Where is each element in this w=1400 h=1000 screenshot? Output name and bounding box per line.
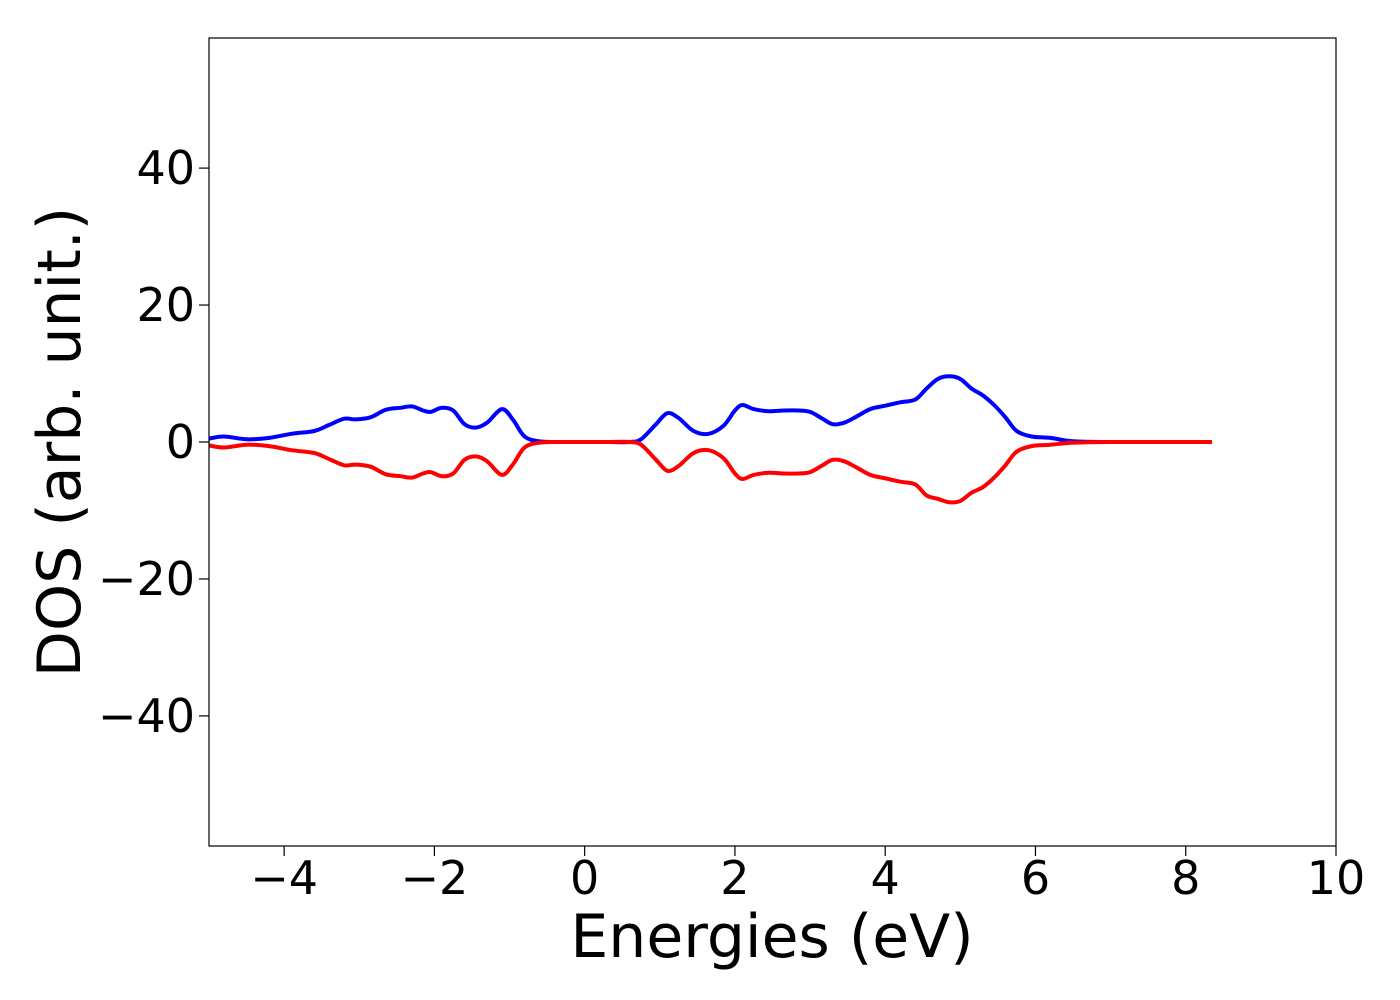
series-line-0 <box>208 374 1212 445</box>
x-axis-title: Energies (eV) <box>570 902 973 972</box>
x-tick-label: −4 <box>250 851 318 905</box>
x-tick-label: 8 <box>1171 851 1200 905</box>
series-layer <box>208 374 1212 505</box>
y-tick-label: −40 <box>98 689 195 743</box>
series-line-1 <box>208 439 1212 505</box>
x-tick-label: 0 <box>570 851 599 905</box>
x-tick-layer: −4 −2 0 2 4 6 8 10 <box>250 846 1365 905</box>
y-tick-label: −20 <box>98 552 195 606</box>
x-tick-label: 2 <box>720 851 749 905</box>
y-tick-label: 0 <box>166 415 195 469</box>
x-tick-label: 4 <box>871 851 900 905</box>
x-tick-label: −2 <box>400 851 468 905</box>
x-tick-label: 6 <box>1021 851 1050 905</box>
y-tick-label: 20 <box>136 278 195 332</box>
y-axis-title: DOS (arb. unit.) <box>25 207 95 677</box>
y-tick-label: 40 <box>136 141 195 195</box>
y-tick-layer: −40 −20 0 20 40 <box>98 141 209 743</box>
x-tick-label: 10 <box>1307 851 1366 905</box>
plot-frame <box>208 37 1337 847</box>
